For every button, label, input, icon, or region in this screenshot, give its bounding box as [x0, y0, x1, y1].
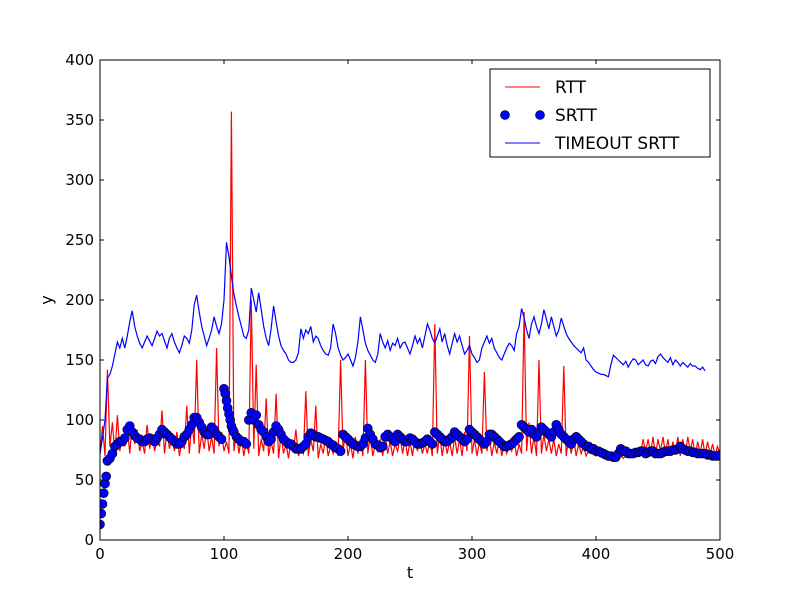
legend-srtt-label: SRTT	[555, 106, 597, 126]
srtt-point	[100, 508, 106, 519]
srtt-point	[715, 450, 720, 460]
srtt-point	[241, 439, 252, 449]
y-axis-label: y	[37, 295, 56, 304]
y-tick-label: 200	[65, 291, 94, 309]
legend-rtt-label: RTT	[555, 78, 587, 98]
y-tick-label: 250	[65, 231, 94, 249]
srtt-point	[101, 471, 111, 482]
ticks-layer: 0 100 200 300 400 500 0 50 100 150 200 250 300 350 400	[65, 51, 734, 563]
legend-srtt-marker-a	[500, 110, 510, 120]
srtt-point	[120, 433, 130, 443]
srtt-point	[216, 434, 227, 445]
y-tick-label: 300	[65, 171, 94, 189]
series-layer	[100, 111, 720, 530]
legend-timeout-label: TIMEOUT SRTT	[554, 134, 680, 154]
x-tick-label: 500	[706, 545, 735, 563]
x-tick-label: 200	[334, 545, 363, 563]
legend: RTT SRTT TIMEOUT SRTT	[489, 68, 711, 158]
srtt-point	[462, 434, 472, 445]
x-tick-label: 0	[95, 545, 105, 563]
x-tick-label: 400	[582, 545, 611, 563]
y-tick-label: 0	[84, 531, 94, 549]
legend-box	[489, 68, 711, 158]
x-tick-label: 100	[210, 545, 239, 563]
y-tick-label: 100	[65, 411, 94, 429]
srtt-point	[100, 499, 108, 509]
srtt-point	[251, 410, 262, 421]
y-tick-label: 400	[65, 51, 94, 69]
y-tick-label: 50	[75, 471, 94, 489]
legend-srtt-marker-b	[535, 110, 545, 120]
y-tick-label: 150	[65, 351, 94, 369]
srtt-point	[427, 439, 438, 449]
srtt-point	[335, 446, 346, 457]
y-tick-label: 350	[65, 111, 94, 129]
x-axis-label: t	[407, 563, 413, 582]
srtt-point	[100, 488, 109, 498]
x-tick-label: 300	[458, 545, 487, 563]
srtt-point	[377, 441, 388, 452]
srtt-point	[514, 431, 524, 442]
series-timeout-srtt-line	[100, 242, 706, 454]
srtt-point	[100, 519, 105, 530]
